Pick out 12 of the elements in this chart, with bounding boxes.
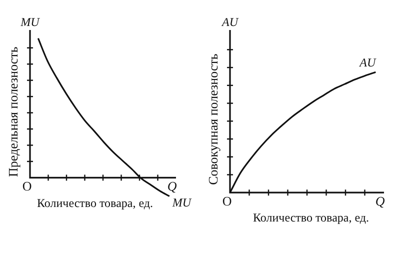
series-label: MU	[171, 195, 192, 210]
text: AU	[221, 15, 240, 30]
y-axis-title: Предельная полезность	[5, 46, 20, 177]
text: MU	[20, 15, 41, 30]
text: O	[222, 194, 232, 209]
annotation: O	[22, 178, 32, 194]
series-label: AU	[358, 55, 378, 70]
y-axis-title: Совокупная полезность	[205, 54, 220, 185]
x-axis-title: Количество товара, ед.	[37, 196, 153, 210]
x-axis-title: Количество товара, ед.	[253, 210, 369, 225]
text: Q	[375, 194, 386, 209]
annotation: Q	[167, 178, 178, 194]
